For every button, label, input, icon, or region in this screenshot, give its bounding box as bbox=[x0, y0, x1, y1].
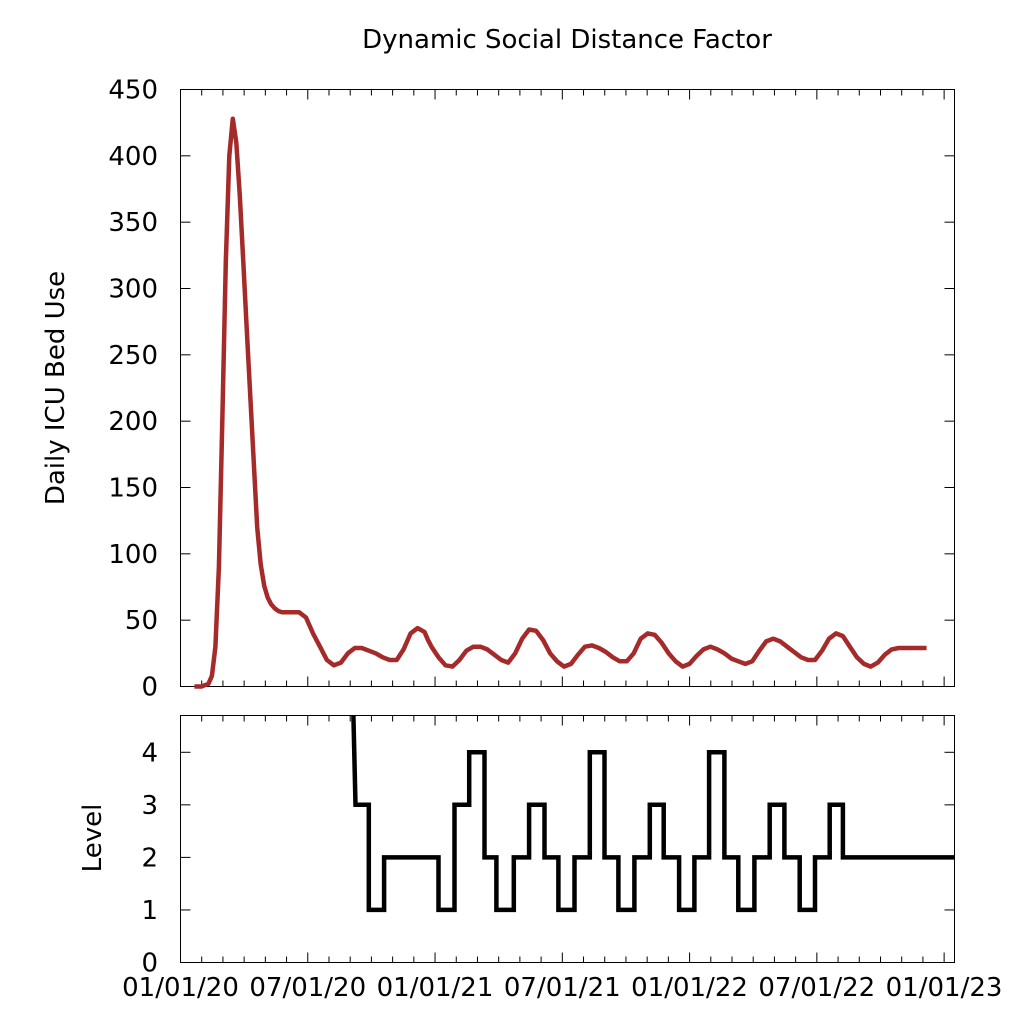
bottom-y-axis: 0 1 2 3 4 bbox=[141, 738, 955, 979]
bottom-y-tick-label: 0 bbox=[141, 949, 158, 979]
bottom-plot-frame bbox=[180, 715, 955, 963]
bottom-y-axis-label: Level bbox=[78, 804, 108, 873]
top-plot-frame bbox=[180, 89, 955, 687]
top-y-tick-label: 300 bbox=[108, 275, 158, 305]
bottom-y-tick-label: 1 bbox=[141, 896, 158, 926]
bottom-x-axis: 01/01/20 07/01/20 01/01/21 07/01/21 01/01/22… bbox=[122, 715, 1003, 1003]
bottom-x-tick-label: 07/01/22 bbox=[758, 973, 875, 1003]
top-y-tick-label: 250 bbox=[108, 341, 158, 371]
top-x-axis bbox=[180, 89, 945, 687]
bottom-y-tick-label: 3 bbox=[141, 791, 158, 821]
top-y-tick-label: 100 bbox=[108, 540, 158, 570]
top-y-axis-label: Daily ICU Bed Use bbox=[41, 271, 71, 505]
bottom-y-tick-label: 2 bbox=[141, 843, 158, 873]
bottom-x-tick-label: 01/01/21 bbox=[377, 973, 494, 1003]
bottom-x-tick-label: 01/01/22 bbox=[631, 973, 748, 1003]
bottom-y-tick-label: 4 bbox=[141, 738, 158, 768]
top-y-tick-label: 50 bbox=[125, 606, 158, 636]
bottom-x-tick-label: 01/01/23 bbox=[886, 973, 1003, 1003]
bottom-x-tick-label: 07/01/20 bbox=[249, 973, 366, 1003]
icu-bed-use-series bbox=[194, 116, 927, 689]
chart-title: Dynamic Social Distance Factor bbox=[362, 25, 772, 55]
bottom-x-tick-label: 01/01/20 bbox=[122, 973, 239, 1003]
top-y-tick-label: 350 bbox=[108, 208, 158, 238]
top-y-tick-label: 200 bbox=[108, 407, 158, 437]
top-y-axis: 0 50 100 150 200 250 300 350 400 450 bbox=[108, 76, 955, 703]
top-panel: 0 50 100 150 200 250 300 350 400 450 Daily ICU Be… bbox=[41, 76, 955, 703]
top-y-tick-label: 450 bbox=[108, 76, 158, 106]
top-y-tick-label: 150 bbox=[108, 474, 158, 504]
top-y-tick-label: 0 bbox=[141, 673, 158, 703]
bottom-x-tick-label: 07/01/21 bbox=[504, 973, 621, 1003]
top-y-tick-label: 400 bbox=[108, 142, 158, 172]
level-series bbox=[351, 715, 955, 913]
